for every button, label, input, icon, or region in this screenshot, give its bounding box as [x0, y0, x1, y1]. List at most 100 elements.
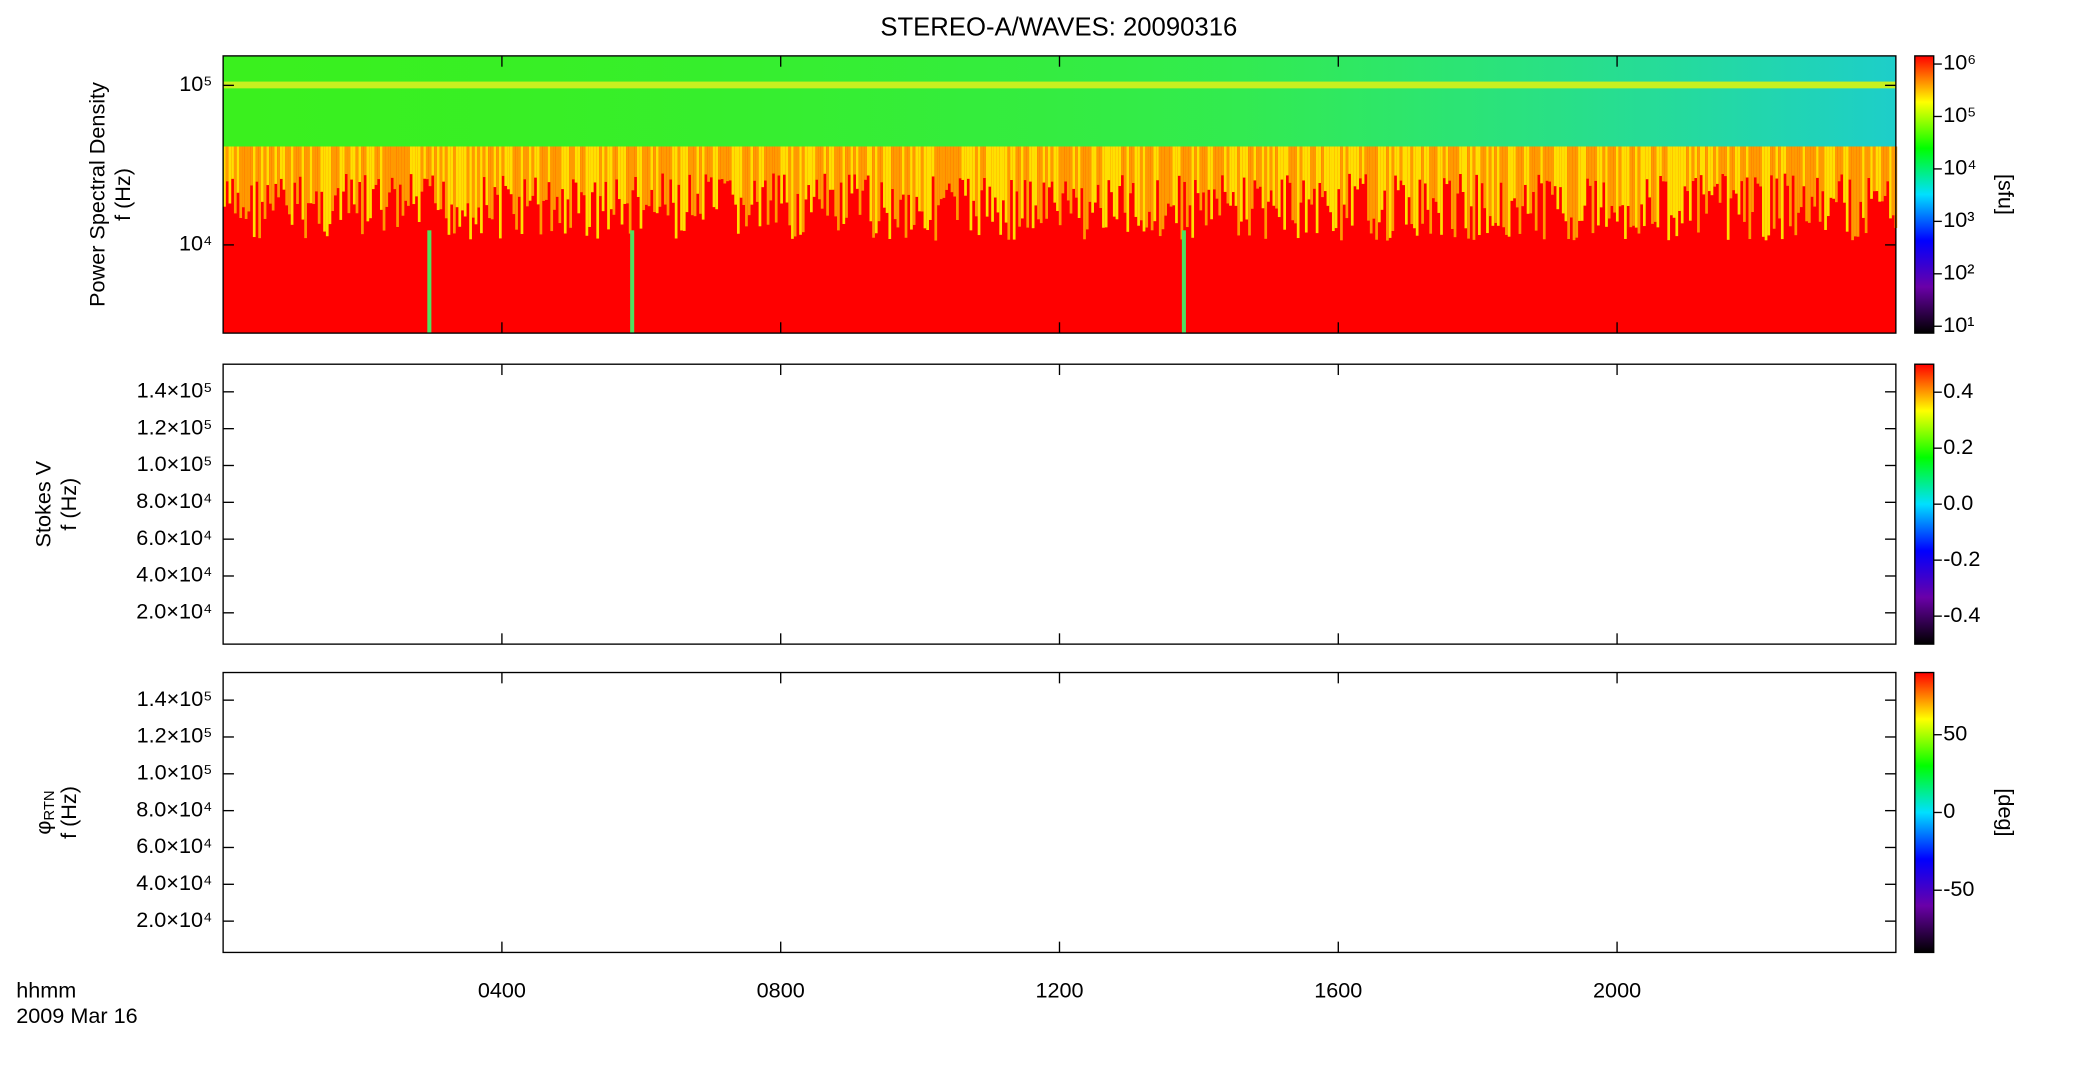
spectrogram-texture	[777, 146, 781, 176]
spectrogram-texture	[893, 146, 897, 220]
spectrogram-texture	[617, 146, 621, 200]
spectrogram-texture	[964, 146, 967, 196]
spectrogram-texture	[1667, 146, 1671, 241]
x-tick-label: 1600	[1314, 977, 1362, 1002]
spectrogram-texture	[1107, 146, 1111, 181]
spectrogram-texture	[539, 146, 543, 235]
colorbar-tick-label: -0.2	[1943, 546, 1980, 571]
colorbar	[1914, 363, 1935, 645]
spectrogram-texture	[869, 146, 873, 222]
spectrogram-texture	[1445, 146, 1449, 185]
spectrogram-texture	[1837, 146, 1841, 182]
spectrogram-texture	[1194, 146, 1197, 181]
spectrogram-texture	[758, 146, 762, 227]
x-tick-label: 2000	[1593, 977, 1641, 1002]
spectrogram-texture	[1532, 146, 1535, 192]
colorbar-tick-label: 10⁶	[1943, 50, 1976, 75]
y-tick-label: 2.0×10⁴	[136, 599, 212, 624]
spectrogram-texture	[1177, 146, 1181, 176]
spectrogram-texture	[1510, 146, 1514, 201]
spectrogram-texture	[1039, 146, 1043, 224]
spectrogram-texture	[1269, 146, 1273, 191]
spectrogram-texture	[804, 146, 808, 200]
spectrogram-texture	[1743, 146, 1746, 222]
spectrogram-texture	[1456, 146, 1460, 194]
spectrogram-texture	[336, 146, 340, 189]
spectrogram-texture	[1578, 146, 1581, 221]
spectrogram-texture	[956, 146, 959, 221]
spectrogram-texture	[306, 146, 310, 204]
spectrogram-texture	[845, 146, 848, 218]
spectrogram-texture	[1594, 146, 1598, 181]
spectrogram-texture	[233, 146, 237, 214]
spectrogram-texture	[477, 146, 481, 208]
spectrogram-texture	[704, 146, 708, 175]
spectrogram-texture	[1191, 146, 1195, 238]
spectrogram-texture	[1464, 146, 1468, 229]
spectrogram-texture	[1026, 146, 1030, 228]
spectrogram-texture	[379, 146, 383, 210]
x-tick-label: 1200	[1035, 977, 1083, 1002]
spectrogram-texture	[1526, 146, 1530, 214]
spectrogram-texture	[1567, 146, 1570, 240]
spectrogram-texture	[1123, 146, 1127, 213]
spectrogram-texture	[1091, 146, 1094, 213]
spectrogram-texture	[1794, 146, 1798, 236]
spectrogram-texture	[1015, 146, 1019, 192]
spectrogram-texture	[331, 146, 335, 212]
spectrogram-texture	[1426, 146, 1430, 210]
spectrogram-texture	[807, 146, 811, 186]
spectrogram-texture	[1291, 146, 1295, 221]
spectrogram-texture	[493, 146, 497, 188]
spectrogram-texture	[1318, 146, 1322, 183]
spectrogram-texture	[1607, 146, 1611, 219]
spectrogram-texture	[260, 146, 264, 202]
spectrogram-texture	[942, 146, 946, 198]
spectrogram-texture	[1418, 146, 1422, 180]
spectrogram-texture	[799, 146, 802, 235]
spectrogram-texture	[1556, 146, 1560, 210]
spectrogram-texture	[1118, 146, 1122, 187]
spectrogram-texture	[1183, 146, 1186, 182]
spectrogram-texture	[1391, 146, 1395, 231]
spectrogram-texture	[672, 146, 675, 203]
spectrogram-texture	[718, 146, 721, 180]
spectrogram-texture	[1675, 146, 1679, 237]
spectrogram-texture	[1651, 146, 1654, 224]
spectrogram-texture	[753, 146, 756, 181]
spectrogram-texture	[1304, 146, 1308, 233]
spectrogram-texture	[1664, 146, 1668, 182]
spectrogram-texture	[650, 146, 654, 190]
spectrogram-texture	[810, 146, 813, 213]
spectrogram-texture	[1034, 146, 1038, 206]
spectrogram-texture	[323, 146, 326, 232]
spectrogram-texture	[1740, 146, 1744, 182]
spectrogram-texture	[1561, 146, 1565, 214]
spectrogram-texture	[1153, 146, 1157, 222]
spectrogram-texture	[1010, 146, 1013, 181]
spectrogram-texture	[953, 146, 957, 197]
spectrogram-texture	[1185, 146, 1189, 228]
spectrogram-texture	[504, 146, 508, 186]
spectrogram-texture	[358, 146, 362, 182]
spectrogram-texture	[247, 146, 251, 212]
spectrogram-texture	[255, 146, 259, 182]
spectrogram-texture	[1077, 146, 1081, 218]
spectrogram-texture	[1783, 146, 1787, 174]
spectrogram-texture	[636, 146, 640, 197]
spectrogram-texture	[1545, 146, 1549, 181]
spectrogram-texture	[1797, 146, 1800, 213]
spectrogram-texture	[242, 146, 245, 208]
spectrogram-texture	[1277, 146, 1281, 218]
spectrogram-texture	[685, 146, 689, 213]
spectrogram-texture	[1624, 146, 1627, 239]
spectrogram-texture	[1264, 146, 1268, 239]
spectrogram-texture	[1678, 146, 1681, 211]
spectrogram-texture	[1137, 146, 1140, 226]
spectrogram-texture	[1826, 146, 1830, 217]
spectrogram-texture	[1621, 146, 1625, 206]
spectrogram-texture	[1745, 146, 1749, 178]
spectrogram-texture	[855, 146, 859, 189]
spectrogram-texture	[850, 146, 854, 194]
spectrogram-texture	[569, 146, 573, 228]
